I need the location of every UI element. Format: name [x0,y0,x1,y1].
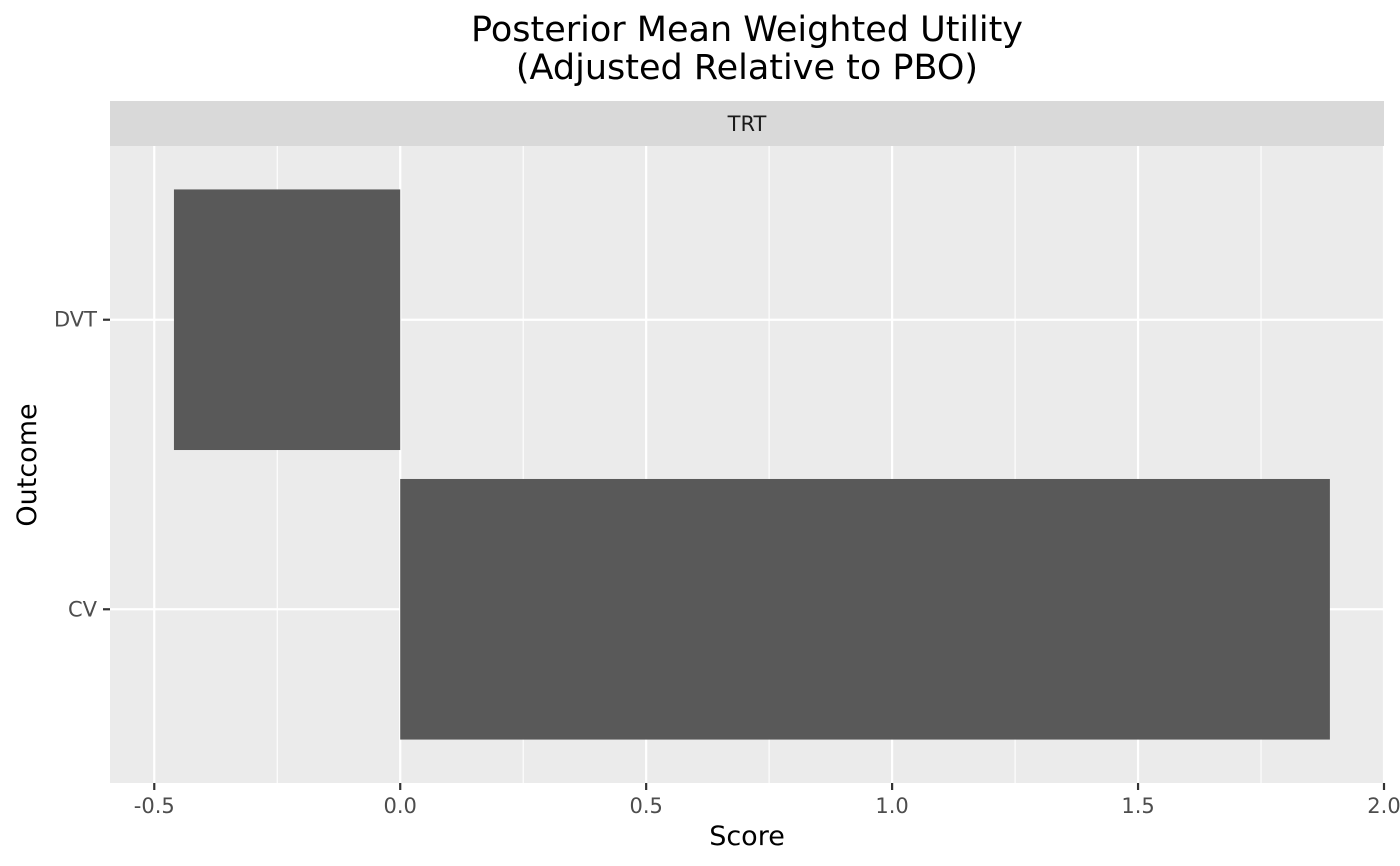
x-axis: -0.5 0.0 0.5 1.0 1.5 2.0 [134,783,1400,818]
x-tick-label: 2.0 [1367,794,1400,818]
x-tick-label: -0.5 [134,794,175,818]
x-tick-label: 0.0 [384,794,417,818]
x-tick-label: 1.5 [1121,794,1154,818]
y-tick-label: CV [68,597,98,621]
facet-strip [110,101,1384,146]
bar-cv [400,478,1330,740]
x-axis-title: Score [709,821,785,852]
bar-dvt [173,189,401,451]
chart-subtitle: (Adjusted Relative to PBO) [516,48,978,88]
bars [173,189,1330,740]
x-tick-label: 1.0 [875,794,908,818]
facet-strip-label: TRT [727,112,767,136]
x-tick-label: 0.5 [629,794,662,818]
chart-title: Posterior Mean Weighted Utility [471,10,1023,50]
y-tick-label: DVT [54,308,97,332]
y-axis-title: Outcome [12,403,43,526]
y-axis: CV DVT [54,308,110,621]
